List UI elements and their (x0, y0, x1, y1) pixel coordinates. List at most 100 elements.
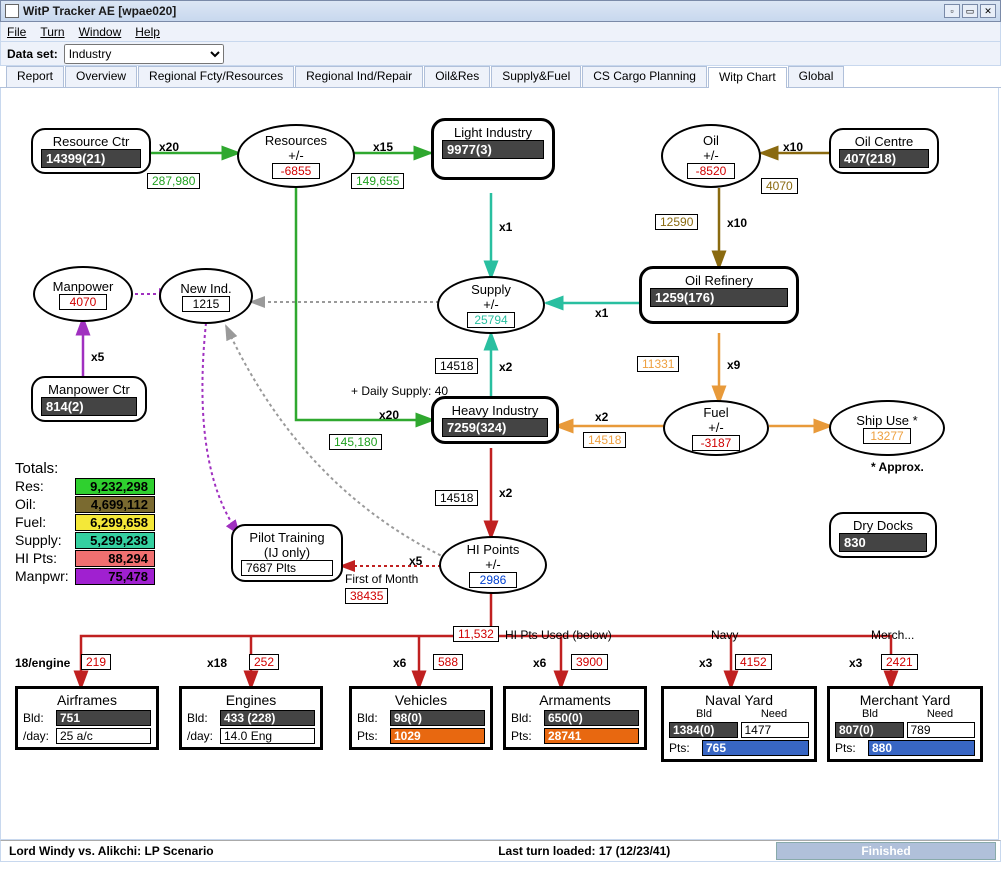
status-mid: Last turn loaded: 17 (12/23/41) (393, 844, 777, 858)
titlebar: WitP Tracker AE [wpae020] ▫ ▭ ✕ (0, 0, 1001, 22)
manpower-ctr-label: Manpower Ctr (41, 382, 137, 397)
pilot-training-label: Pilot Training (241, 530, 333, 545)
totals-panel: Totals: Res:9,232,298Oil:4,699,112Fuel:6… (15, 460, 155, 585)
supply-value: 25794 (467, 312, 515, 328)
mult-res-hi: x20 (379, 408, 399, 422)
tab-overview[interactable]: Overview (65, 66, 137, 87)
daily-supply-label: + Daily Supply: 40 (351, 384, 448, 398)
ship-use-note: * Approx. (871, 460, 924, 474)
node-supply: Supply +/- 25794 (437, 276, 545, 334)
minimize-icon[interactable]: ▫ (944, 4, 960, 18)
menu-turn[interactable]: Turn (40, 25, 64, 39)
node-hi-points: HI Points +/- 2986 (439, 536, 547, 594)
menu-file[interactable]: File (7, 25, 26, 39)
light-industry-label: Light Industry (442, 125, 544, 140)
resource-ctr-label: Resource Ctr (41, 134, 141, 149)
navy-label: Navy (711, 628, 738, 642)
oil-centre-value: 407(218) (839, 149, 929, 168)
resource-ctr-value: 14399(21) (41, 149, 141, 168)
airframes-perday: 25 a/c (56, 728, 151, 744)
totals-row: Fuel:6,299,658 (15, 513, 155, 531)
prod-vehicles: Vehicles Bld:98(0) Pts:1029 (349, 686, 493, 750)
naval-bld: 1384(0) (669, 722, 738, 738)
tab-global[interactable]: Global (788, 66, 845, 87)
vehicles-pts: 1029 (390, 728, 485, 744)
tab-regional-ind[interactable]: Regional Ind/Repair (295, 66, 423, 87)
totals-title: Totals: (15, 460, 155, 477)
tab-oilres[interactable]: Oil&Res (424, 66, 490, 87)
light-industry-value: 9977(3) (442, 140, 544, 159)
hi-points-label: HI Points (467, 542, 520, 557)
mult-oil-ref: x10 (727, 216, 747, 230)
totals-value: 4,699,112 (75, 496, 155, 513)
mult-hi-hip: x2 (499, 486, 512, 500)
first-of-month-label: First of Month (345, 572, 418, 586)
pilot-training-sub: (IJ only) (241, 545, 333, 560)
menu-window[interactable]: Window (79, 25, 122, 39)
flow-rc-res: 287,980 (147, 173, 200, 189)
tab-witpchart[interactable]: Witp Chart (708, 67, 787, 88)
totals-value: 9,232,298 (75, 478, 155, 495)
totals-row: HI Pts:88,294 (15, 549, 155, 567)
toolbar: Data set: Industry (0, 42, 1001, 66)
fuel-value: -3187 (692, 435, 740, 451)
vehicles-title: Vehicles (357, 692, 485, 708)
totals-key: Res: (15, 478, 75, 494)
close-icon[interactable]: ✕ (980, 4, 996, 18)
totals-value: 75,478 (75, 568, 155, 585)
naval-top: 4152 (735, 654, 772, 670)
merchant-mult: x3 (849, 656, 862, 670)
hi-points-value: 2986 (469, 572, 517, 588)
mult-res-li: x15 (373, 140, 393, 154)
prod-armaments: Armaments Bld:650(0) Pts:28741 (503, 686, 647, 750)
node-oil-centre: Oil Centre 407(218) (829, 128, 939, 174)
armaments-mult: x6 (533, 656, 546, 670)
naval-title: Naval Yard (669, 692, 809, 708)
chart-canvas: Resource Ctr 14399(21) Resources +/- -68… (0, 88, 999, 840)
naval-pts: 765 (702, 740, 809, 756)
tab-report[interactable]: Report (6, 66, 64, 87)
merch-label: Merch... (871, 628, 914, 642)
prod-naval: Naval Yard BldNeed 1384(0)1477 Pts:765 (661, 686, 817, 762)
merchant-title: Merchant Yard (835, 692, 975, 708)
resources-sub: +/- (288, 148, 304, 163)
maximize-icon[interactable]: ▭ (962, 4, 978, 18)
manpower-ctr-value: 814(2) (41, 397, 137, 416)
dataset-select[interactable]: Industry (64, 44, 224, 64)
mult-rc-res: x20 (159, 140, 179, 154)
flow-oil-ref: 12590 (655, 214, 698, 230)
airframes-top: 219 (81, 654, 111, 670)
oil-label: Oil (703, 133, 719, 148)
new-ind-value: 1215 (182, 296, 230, 312)
ship-use-value: 13277 (863, 428, 911, 444)
tab-regional-fcty[interactable]: Regional Fcty/Resources (138, 66, 294, 87)
mult-li-sup: x1 (499, 220, 512, 234)
fuel-sub: +/- (708, 420, 724, 435)
fuel-label: Fuel (703, 405, 728, 420)
status-left: Lord Windy vs. Alikchi: LP Scenario (1, 844, 393, 858)
window-title: WitP Tracker AE [wpae020] (23, 4, 942, 18)
hi-points-sub: +/- (485, 557, 501, 572)
status-finished-button[interactable]: Finished (776, 842, 996, 860)
vehicles-bld: 98(0) (390, 710, 485, 726)
totals-row: Res:9,232,298 (15, 477, 155, 495)
dry-docks-value: 830 (839, 533, 927, 552)
menu-help[interactable]: Help (135, 25, 160, 39)
node-resources: Resources +/- -6855 (237, 124, 355, 188)
node-light-industry: Light Industry 9977(3) (431, 118, 555, 180)
vehicles-top: 588 (433, 654, 463, 670)
mult-hip-pt: x5 (409, 554, 422, 568)
node-manpower: Manpower 4070 (33, 266, 133, 322)
tabstrip: Report Overview Regional Fcty/Resources … (0, 66, 1001, 88)
tab-cscargo[interactable]: CS Cargo Planning (582, 66, 707, 87)
prod-merchant: Merchant Yard BldNeed 807(0)789 Pts:880 (827, 686, 983, 762)
prod-engines: Engines Bld:433 (228) /day:14.0 Eng (179, 686, 323, 750)
flow-oilctr-oil: 4070 (761, 178, 798, 194)
tab-supplyfuel[interactable]: Supply&Fuel (491, 66, 581, 87)
totals-key: Manpwr: (15, 568, 75, 584)
mult-ref-fuel: x9 (727, 358, 740, 372)
flow-res-hi: 145,180 (329, 434, 382, 450)
merchant-top: 2421 (881, 654, 918, 670)
hi-pts-used-label: HI Pts Used (below) (505, 628, 612, 642)
heavy-industry-label: Heavy Industry (442, 403, 548, 418)
